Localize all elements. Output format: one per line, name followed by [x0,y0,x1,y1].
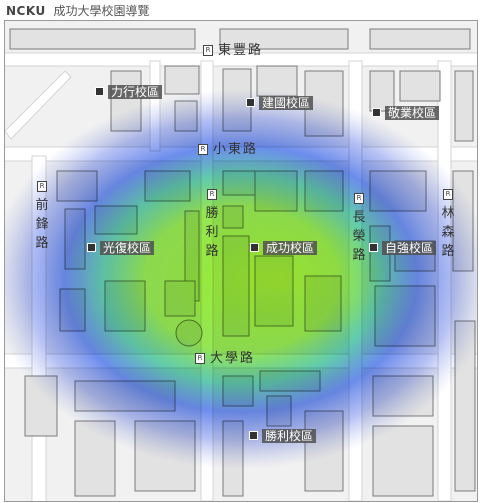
building-marker-icon [250,243,259,252]
building-marker-icon [87,243,96,252]
building-marker-icon [246,98,255,107]
road-sign-icon: R [203,45,213,56]
road-qianfeng: R 前鋒路 [35,181,49,251]
road-sign-icon: R [198,144,208,155]
campus-chenggong[interactable]: 成功校區 [248,240,320,257]
road-sign-icon: R [443,189,453,200]
campus-jianguo[interactable]: 建國校區 [244,95,316,112]
road-shengli: R 勝利路 [205,189,219,259]
campus-shengli[interactable]: 勝利校區 [247,428,319,445]
road-dongfeng: R 東豐路 [203,39,263,58]
road-changrong: R 長榮路 [352,193,366,263]
road-sign-icon: R [207,189,217,200]
road-sign-icon: R [37,181,47,192]
campus-ziqiang[interactable]: 自強校區 [367,240,439,257]
map-base-layer [5,21,477,501]
road-xiaodong: R 小東路 [198,138,258,157]
building-marker-icon [369,243,378,252]
map-header: NCKU 成功大學校園導覽 [6,2,150,20]
building-marker-icon [249,431,258,440]
campus-jingye[interactable]: 敬業校區 [370,105,442,122]
building-marker-icon [95,87,104,96]
road-linsen: R 林森路 [441,189,455,259]
building-marker-icon [372,108,381,117]
campus-guangfu[interactable]: 光復校區 [85,240,157,257]
road-sign-icon: R [195,353,205,364]
brand-logo-text: NCKU [6,4,46,18]
campus-map[interactable]: 力行校區 建國校區 敬業校區 光復校區 成功校區 自強校區 勝利校區 R 東豐路 … [4,20,478,502]
visitor-heatmap [5,89,477,469]
page-title: 成功大學校園導覽 [53,4,150,18]
road-daxue: R 大學路 [195,347,255,366]
campus-lixing[interactable]: 力行校區 [93,84,165,101]
road-sign-icon: R [354,193,364,204]
